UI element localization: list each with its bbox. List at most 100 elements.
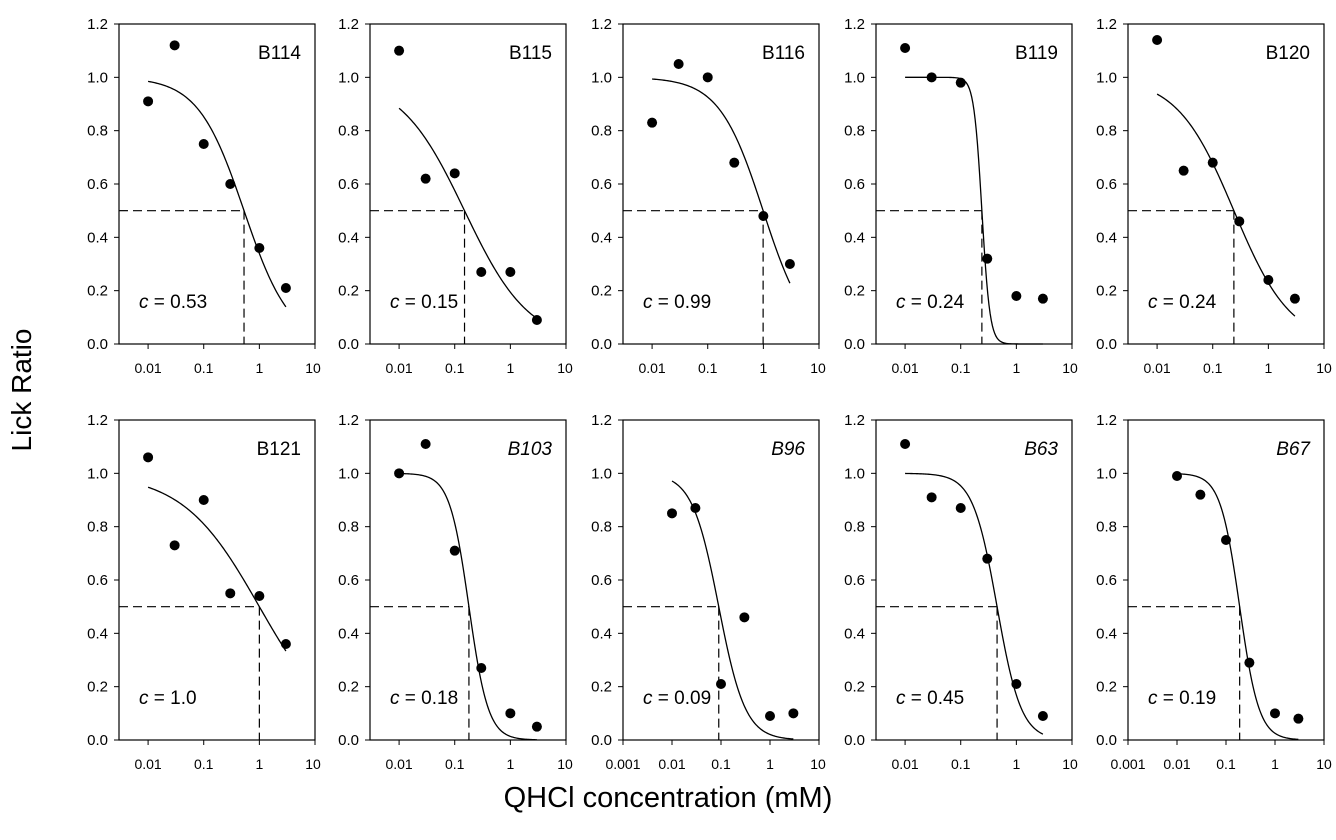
data-point (254, 591, 265, 601)
fit-curve (652, 78, 791, 284)
data-point (1011, 679, 1022, 689)
x-tick-label: 10 (305, 756, 321, 772)
data-point (1293, 713, 1304, 724)
ec50-value: = 0.09 (653, 688, 712, 709)
data-point (169, 540, 180, 551)
panel-b103: 0.0 0.2 0.4 0.6 0.8 1.0 1.2 0.01 0.1 1 10 B103 c = 0… (338, 412, 573, 772)
fit-curve (905, 472, 1044, 735)
y-tick-label: 1.0 (338, 69, 359, 86)
y-tick-label: 0.2 (844, 679, 865, 696)
ec50-symbol: c (139, 688, 149, 709)
y-tick-label: 0.0 (87, 336, 108, 353)
ec50-annotation: c = 0.99 (643, 292, 711, 313)
x-tick-label: 0.01 (385, 756, 412, 772)
y-tick-label: 0.4 (844, 229, 865, 246)
y-tick-label: 0.2 (87, 679, 108, 696)
data-point (1263, 275, 1274, 285)
y-tick-label: 0.2 (1096, 283, 1117, 300)
data-point (394, 468, 405, 479)
data-point (690, 503, 701, 513)
y-tick-label: 0.0 (1096, 732, 1117, 749)
y-tick-label: 0.4 (1096, 229, 1117, 246)
ec50-annotation: c = 0.45 (896, 688, 964, 709)
fit-curve (1176, 473, 1299, 741)
y-tick-label: 1.2 (1096, 16, 1117, 33)
x-tick-label: 0.1 (194, 756, 214, 772)
ec50-value: = 0.15 (400, 292, 459, 313)
data-point (394, 45, 405, 56)
data-point (1234, 216, 1245, 227)
fit-curve (147, 486, 287, 652)
ec50-value: = 0.24 (906, 292, 965, 313)
y-tick-label: 0.4 (87, 229, 108, 246)
ec50-annotation: c = 0.15 (390, 292, 458, 313)
ec50-value: = 0.99 (653, 292, 712, 313)
data-point (784, 259, 795, 269)
x-tick-label: 0.1 (1203, 360, 1223, 376)
y-tick-label: 0.6 (591, 176, 612, 193)
x-tick-label: 10 (305, 360, 321, 376)
y-tick-label: 0.4 (338, 229, 359, 246)
y-tick-label: 0.0 (1096, 336, 1117, 353)
panel-label: B103 (508, 439, 553, 460)
x-axis-title: QHCl concentration (mM) (503, 782, 833, 814)
panel-b115: 0.0 0.2 0.4 0.6 0.8 1.0 1.2 0.01 0.1 1 10 B115 c = 0… (338, 16, 573, 376)
data-point (1244, 657, 1255, 668)
panel-label: B96 (771, 439, 805, 460)
ec50-value: = 0.19 (1158, 688, 1217, 709)
y-tick-label: 1.2 (1096, 412, 1117, 429)
x-tick-label: 1 (506, 360, 514, 376)
data-point (280, 283, 291, 293)
x-tick-label: 0.01 (658, 756, 685, 772)
y-tick-label: 0.6 (844, 572, 865, 589)
data-point (449, 168, 460, 179)
y-tick-label: 0.8 (844, 123, 865, 140)
y-tick-label: 0.2 (338, 283, 359, 300)
x-tick-label: 0.01 (134, 756, 161, 772)
y-tick-label: 0.0 (338, 336, 359, 353)
x-tick-label: 0.1 (951, 360, 971, 376)
panel-label: B119 (1015, 43, 1058, 64)
y-tick-label: 1.0 (338, 465, 359, 482)
y-tick-label: 0.6 (87, 572, 108, 589)
x-tick-label: 1 (255, 756, 263, 772)
y-tick-label: 1.0 (1096, 69, 1117, 86)
data-point (729, 157, 740, 168)
data-point (982, 253, 993, 264)
y-tick-label: 0.8 (844, 519, 865, 536)
ec50-symbol: c (643, 292, 653, 313)
x-tick-label: 1 (255, 360, 263, 376)
data-point (900, 439, 911, 449)
data-point (955, 503, 966, 513)
y-tick-label: 0.0 (844, 336, 865, 353)
data-point (765, 711, 775, 721)
y-tick-label: 0.8 (1096, 519, 1117, 536)
data-point (1152, 35, 1163, 45)
y-axis-title-container: Lick Ratio (2, 329, 42, 452)
panel-b119: 0.0 0.2 0.4 0.6 0.8 1.0 1.2 0.01 0.1 1 10 B119 c = 0… (844, 16, 1078, 376)
panel-label: B63 (1024, 439, 1058, 460)
ec50-symbol: c (390, 688, 400, 709)
data-point (505, 708, 516, 719)
data-point (1270, 708, 1280, 719)
data-point (926, 72, 937, 83)
y-tick-label: 1.2 (844, 412, 865, 429)
ec50-annotation: c = 0.53 (139, 292, 207, 313)
x-tick-label: 1 (1012, 360, 1020, 376)
y-tick-label: 0.8 (591, 123, 612, 140)
x-tick-label: 0.01 (1163, 756, 1190, 772)
data-point (476, 267, 487, 277)
x-tick-label: 0.1 (951, 756, 971, 772)
data-point (647, 117, 658, 128)
data-point (198, 139, 209, 149)
data-point (1207, 157, 1218, 168)
data-point (420, 173, 431, 184)
y-tick-label: 0.6 (87, 176, 108, 193)
panel-label: B120 (1266, 43, 1310, 64)
y-tick-label: 0.4 (844, 625, 865, 642)
x-tick-label: 0.1 (445, 756, 465, 772)
y-tick-label: 0.4 (591, 229, 612, 246)
ec50-symbol: c (390, 292, 400, 313)
ec50-value: = 0.53 (149, 292, 208, 313)
data-point (505, 267, 516, 277)
